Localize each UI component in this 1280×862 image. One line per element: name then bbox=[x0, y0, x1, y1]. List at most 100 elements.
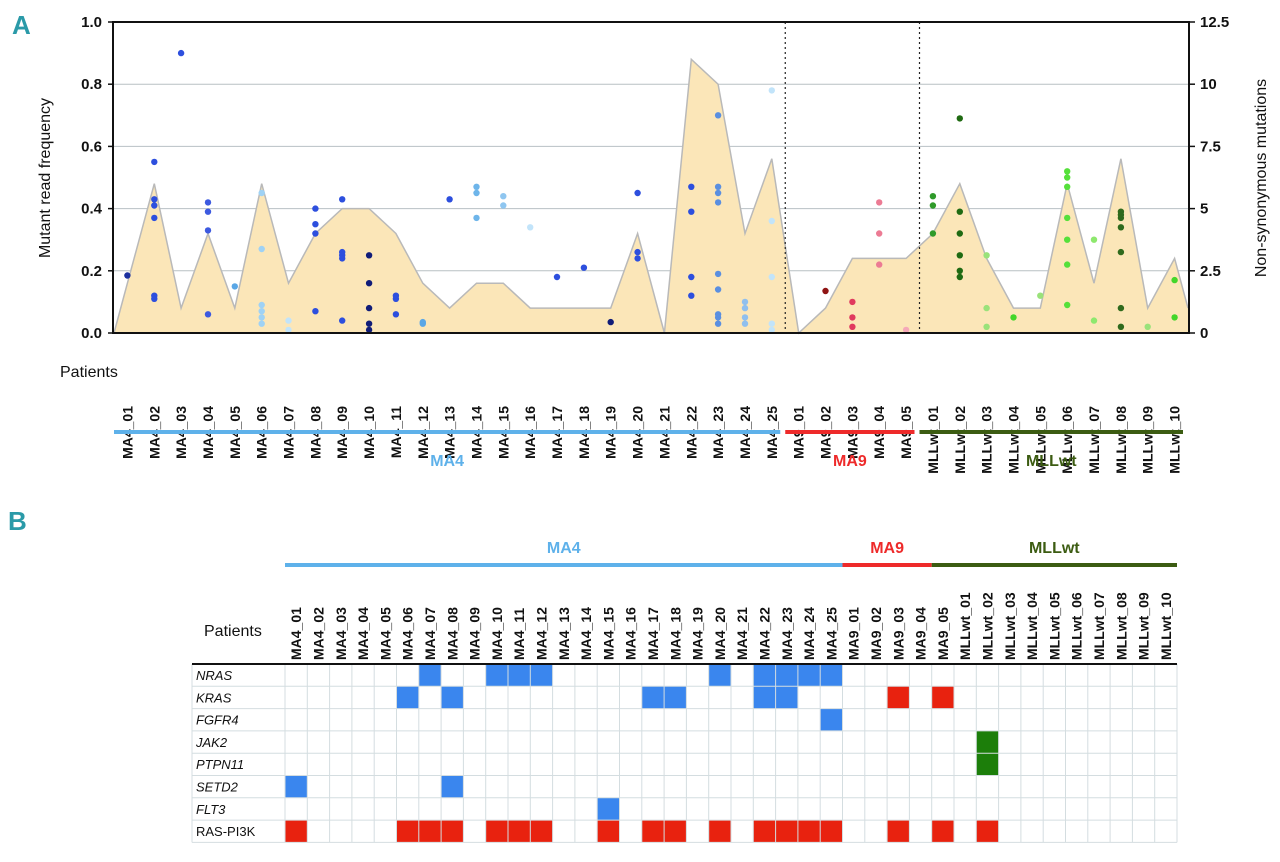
vaf-dot bbox=[1064, 236, 1071, 243]
vaf-dot bbox=[231, 283, 238, 290]
vaf-dot bbox=[902, 326, 910, 334]
patient-label: MA9_03 bbox=[890, 607, 906, 660]
patient-label: MA4_13 bbox=[556, 607, 572, 660]
vaf-dot bbox=[419, 318, 426, 326]
vaf-dot bbox=[822, 287, 829, 295]
x-axis-title: Patients bbox=[60, 364, 118, 381]
vaf-dot bbox=[1117, 323, 1125, 330]
heatmap-cell-mutated bbox=[820, 820, 843, 843]
patient-label: MLLwt_01 bbox=[925, 406, 941, 474]
heatmap-cell-mutated bbox=[441, 686, 464, 709]
panel-b-label: B bbox=[8, 506, 27, 536]
heatmap-cell-mutated bbox=[797, 664, 821, 687]
vaf-dot bbox=[473, 214, 480, 222]
patient-label: MA4_09 bbox=[467, 607, 483, 660]
vaf-dot bbox=[258, 189, 265, 197]
vaf-dot bbox=[312, 230, 319, 237]
patient-label: MA4_22 bbox=[757, 607, 773, 660]
heatmap-cell-mutated bbox=[931, 686, 954, 709]
vaf-dot bbox=[849, 323, 856, 330]
vaf-dot bbox=[956, 273, 963, 281]
heatmap-cell-mutated bbox=[597, 820, 620, 843]
vaf-dot bbox=[983, 304, 990, 312]
heatmap-cell-mutated bbox=[664, 686, 687, 709]
heatmap-cell-mutated bbox=[820, 708, 843, 731]
patient-label: MA4_19 bbox=[690, 607, 706, 660]
y2-tick-label: 5 bbox=[1200, 201, 1208, 218]
vaf-dot bbox=[258, 320, 265, 327]
heatmap-cell-mutated bbox=[708, 664, 731, 687]
y-tick-label: 0.6 bbox=[81, 138, 102, 155]
heatmap-cell-mutated bbox=[485, 664, 508, 687]
vaf-dot bbox=[258, 245, 265, 253]
vaf-dot bbox=[204, 199, 212, 206]
heatmap-cell-mutated bbox=[753, 820, 776, 843]
vaf-dot bbox=[876, 199, 883, 206]
heatmap-cell-mutated bbox=[396, 686, 419, 709]
patient-label: MA4_15 bbox=[600, 607, 616, 660]
vaf-dot bbox=[714, 189, 722, 197]
patient-label: MA4_25 bbox=[823, 607, 839, 660]
vaf-dot bbox=[849, 314, 856, 321]
vaf-dot bbox=[365, 252, 373, 259]
patient-label: MA4_18 bbox=[667, 607, 683, 660]
vaf-dot bbox=[688, 292, 695, 299]
vaf-dot bbox=[177, 49, 185, 57]
vaf-dot bbox=[473, 189, 480, 197]
right-axis-title: Non-synonymous mutations bbox=[1253, 79, 1270, 277]
vaf-dot bbox=[768, 217, 775, 225]
y2-tick-label: 10 bbox=[1200, 76, 1217, 93]
vaf-dot bbox=[500, 193, 507, 200]
gene-label: FLT3 bbox=[196, 802, 226, 817]
patient-label: MLLwt_03 bbox=[979, 406, 995, 474]
group-label: MLLwt bbox=[1029, 540, 1080, 557]
patient-label: MA4_16 bbox=[623, 607, 639, 660]
vaf-dot bbox=[473, 183, 480, 190]
vaf-dot bbox=[741, 304, 749, 312]
vaf-dot bbox=[956, 267, 963, 274]
vaf-dots-layer bbox=[124, 49, 1178, 334]
grid-lines-a bbox=[114, 83, 1188, 272]
gene-label: NRAS bbox=[196, 668, 232, 683]
panel-a-label: A bbox=[12, 10, 31, 40]
group-label: MA4 bbox=[547, 540, 581, 557]
vaf-dot bbox=[151, 196, 158, 203]
patient-label: MA4_21 bbox=[734, 607, 750, 660]
patient-label: MA9_01 bbox=[846, 607, 862, 660]
vaf-dot bbox=[312, 308, 319, 315]
patient-label: MLLwt_04 bbox=[1006, 406, 1022, 474]
group-label: MLLwt bbox=[1026, 453, 1077, 470]
patient-label: MA4_11 bbox=[511, 608, 527, 660]
heatmap-cell-mutated bbox=[641, 686, 665, 709]
patient-label: MA4_12 bbox=[534, 607, 550, 660]
patient-label: MLLwt_04 bbox=[1024, 592, 1040, 660]
vaf-dot bbox=[714, 112, 722, 119]
vaf-dot bbox=[634, 189, 641, 197]
vaf-dot bbox=[527, 224, 534, 231]
heatmap-cell-mutated bbox=[976, 730, 999, 754]
patient-label: MA4_20 bbox=[712, 607, 728, 660]
vaf-dot bbox=[1064, 183, 1071, 190]
vaf-dot bbox=[312, 221, 319, 228]
vaf-dot bbox=[258, 301, 265, 309]
vaf-dot bbox=[151, 214, 158, 222]
vaf-dot bbox=[1090, 317, 1098, 324]
vaf-dot bbox=[446, 196, 453, 203]
patient-label: MA4_01 bbox=[288, 607, 304, 660]
vaf-dot bbox=[1010, 314, 1017, 321]
vaf-dot bbox=[392, 292, 400, 299]
vaf-dot bbox=[956, 115, 963, 122]
patient-label: MA4_04 bbox=[355, 607, 371, 660]
group-dividers-a bbox=[784, 22, 921, 333]
nonsyn-line bbox=[113, 57, 1189, 335]
vaf-dot bbox=[500, 202, 507, 209]
vaf-dot bbox=[714, 320, 722, 327]
patient-label: MLLwt_09 bbox=[1140, 406, 1156, 474]
vaf-dot bbox=[1064, 174, 1071, 181]
vaf-dot bbox=[929, 230, 937, 237]
patient-labels-b: MA4_01 MA4_02 MA4_03 MA4_04 MA4_05 MA4_06 MA4_… bbox=[288, 592, 1174, 660]
y-tick-label: 0.4 bbox=[81, 201, 103, 218]
vaf-dot bbox=[258, 308, 265, 315]
gene-label: RAS-PI3K bbox=[196, 824, 256, 839]
